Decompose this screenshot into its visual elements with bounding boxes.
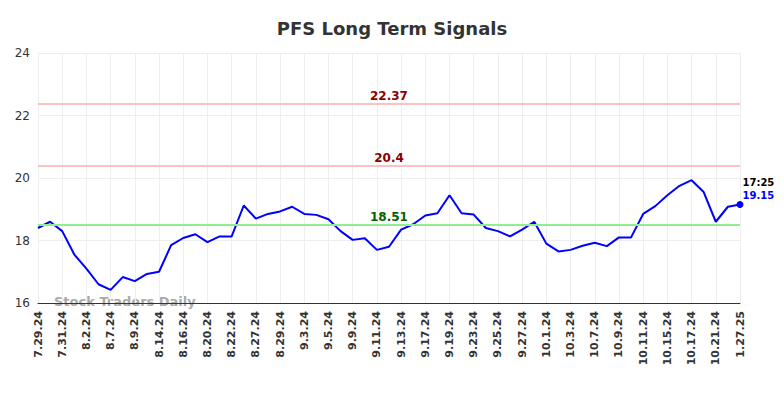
svg-text:1.27.25: 1.27.25: [734, 311, 747, 358]
svg-text:9.9.24: 9.9.24: [346, 311, 359, 350]
svg-text:9.25.24: 9.25.24: [491, 311, 504, 358]
svg-text:9.17.24: 9.17.24: [419, 311, 432, 358]
svg-text:10.15.24: 10.15.24: [661, 311, 674, 366]
svg-text:9.27.24: 9.27.24: [516, 311, 529, 358]
svg-text:10.3.24: 10.3.24: [564, 311, 577, 358]
svg-text:9.23.24: 9.23.24: [467, 311, 480, 358]
svg-text:10.1.24: 10.1.24: [540, 311, 553, 358]
svg-text:10.17.24: 10.17.24: [685, 311, 698, 366]
svg-text:Stock Traders Daily: Stock Traders Daily: [54, 294, 196, 309]
svg-text:7.31.24: 7.31.24: [56, 311, 69, 358]
svg-text:10.21.24: 10.21.24: [709, 311, 722, 366]
svg-text:8.16.24: 8.16.24: [177, 311, 190, 358]
svg-text:9.13.24: 9.13.24: [395, 311, 408, 358]
svg-text:8.14.24: 8.14.24: [153, 311, 166, 358]
svg-text:8.20.24: 8.20.24: [201, 311, 214, 358]
svg-text:9.19.24: 9.19.24: [443, 311, 456, 358]
svg-text:PFS Long Term Signals: PFS Long Term Signals: [277, 18, 507, 39]
svg-text:24: 24: [15, 46, 30, 60]
svg-text:8.27.24: 8.27.24: [249, 311, 262, 358]
svg-text:8.22.24: 8.22.24: [225, 311, 238, 358]
svg-text:8.7.24: 8.7.24: [104, 311, 117, 350]
svg-text:16: 16: [15, 296, 30, 310]
svg-text:17:25: 17:25: [743, 177, 775, 188]
svg-text:8.29.24: 8.29.24: [274, 311, 287, 358]
svg-text:18.51: 18.51: [370, 210, 408, 224]
svg-text:9.5.24: 9.5.24: [322, 311, 335, 350]
svg-text:22: 22: [15, 109, 30, 123]
svg-text:7.29.24: 7.29.24: [32, 311, 45, 358]
svg-text:22.37: 22.37: [370, 89, 408, 103]
svg-text:10.7.24: 10.7.24: [588, 311, 601, 358]
svg-text:8.9.24: 8.9.24: [128, 311, 141, 350]
svg-text:20: 20: [15, 171, 30, 185]
svg-text:18: 18: [15, 234, 30, 248]
svg-text:10.11.24: 10.11.24: [637, 311, 650, 366]
svg-text:8.2.24: 8.2.24: [80, 311, 93, 350]
svg-text:19.15: 19.15: [743, 190, 775, 201]
svg-text:10.9.24: 10.9.24: [612, 311, 625, 358]
svg-text:9.11.24: 9.11.24: [370, 311, 383, 358]
svg-text:20.4: 20.4: [374, 151, 404, 165]
svg-text:9.3.24: 9.3.24: [298, 311, 311, 350]
